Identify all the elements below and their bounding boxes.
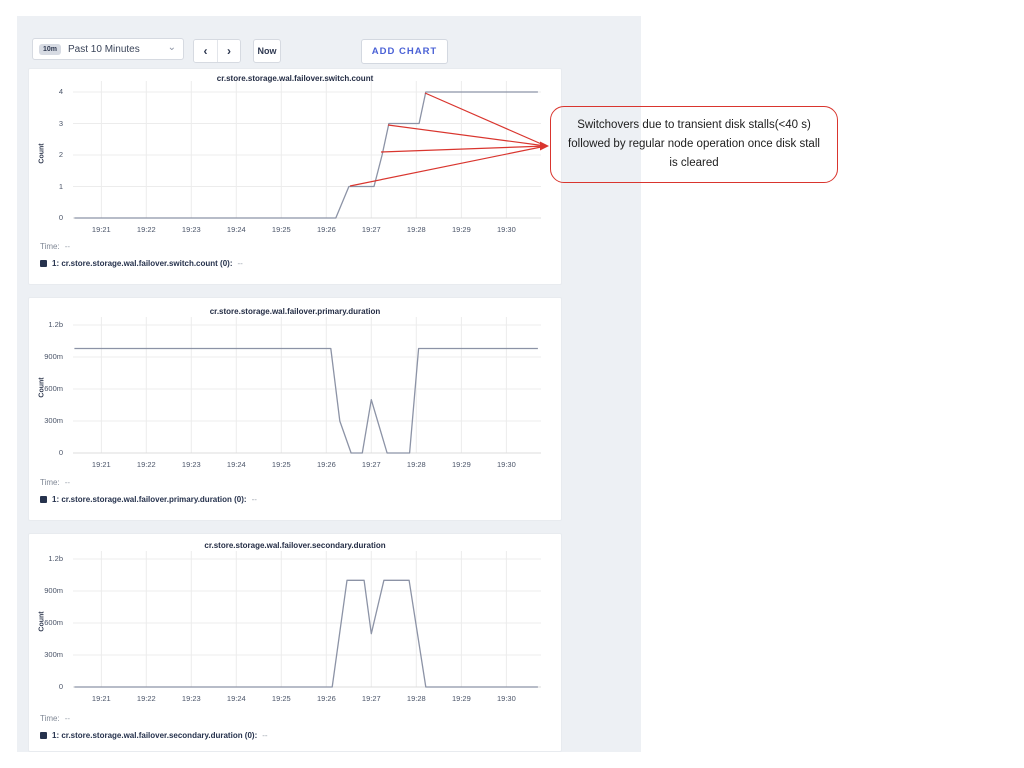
chevron-left-icon: ‹ (203, 44, 208, 58)
x-tick-label: 19:23 (181, 225, 201, 234)
time-value: -- (64, 242, 71, 251)
y-tick-label: 300m (44, 416, 63, 425)
x-tick-label: 19:26 (317, 460, 336, 469)
time-label: Time: (40, 714, 60, 723)
y-tick-label: 0 (58, 448, 63, 457)
x-tick-label: 19:23 (181, 460, 201, 469)
x-tick-label: 19:29 (452, 460, 471, 469)
x-tick-label: 19:21 (91, 694, 111, 703)
y-tick-label: 3 (58, 118, 63, 128)
range-duration-badge: 10m (39, 43, 62, 55)
charts-app-background: 10m Past 10 Minutes ⌄ ‹ › Now ADD CHART … (17, 16, 641, 752)
y-tick-label: 1.2b (48, 320, 63, 329)
y-tick-label: 600m (44, 618, 63, 627)
legend-series-row: 1: cr.store.storage.wal.failover.switch.… (40, 259, 243, 268)
chart-card-switch-count: cr.store.storage.wal.failover.switch.cou… (28, 68, 562, 285)
range-label: Past 10 Minutes (68, 43, 140, 55)
y-tick-label: 0 (58, 213, 63, 222)
series-swatch (40, 496, 47, 503)
now-button[interactable]: Now (253, 39, 281, 63)
x-tick-label: 19:24 (226, 460, 246, 469)
x-tick-label: 19:22 (136, 460, 156, 469)
y-tick-label: 900m (44, 352, 63, 361)
plot-area[interactable] (73, 317, 541, 454)
x-tick-label: 19:23 (181, 694, 201, 703)
x-tick-label: 19:30 (497, 460, 516, 469)
y-tick-label: 2 (58, 150, 63, 159)
series-value: -- (262, 731, 268, 740)
x-tick-label: 19:21 (91, 225, 111, 234)
time-value: -- (64, 714, 71, 723)
x-tick-label: 19:24 (226, 694, 246, 703)
y-tick-label: 4 (58, 87, 63, 96)
x-tick-label: 19:27 (361, 460, 381, 469)
prev-range-button[interactable]: ‹ (194, 40, 217, 62)
x-tick-label: 19:30 (497, 225, 516, 234)
x-tick-label: 19:25 (271, 225, 291, 234)
series-label: 1: cr.store.storage.wal.failover.primary… (52, 495, 247, 504)
y-tick-label: 900m (44, 586, 63, 595)
x-tick-label: 19:30 (497, 694, 516, 703)
chart-card-primary-duration: cr.store.storage.wal.failover.primary.du… (28, 297, 562, 521)
x-tick-label: 19:22 (136, 225, 156, 234)
x-tick-label: 19:29 (452, 225, 471, 234)
chevron-right-icon: › (227, 44, 231, 58)
plot-area[interactable] (73, 551, 541, 688)
time-value: -- (64, 478, 71, 487)
y-tick-label: 0 (58, 682, 63, 691)
series-value: -- (237, 259, 243, 268)
time-label: Time: (40, 242, 60, 251)
y-tick-label: 1.2b (48, 554, 63, 563)
x-tick-label: 19:26 (317, 694, 336, 703)
time-label: Time: (40, 478, 60, 487)
chevron-down-icon: ⌄ (167, 42, 176, 53)
y-tick-label: 600m (44, 384, 63, 393)
legend-time-row: Time: -- (40, 714, 70, 723)
chart-title: cr.store.storage.wal.failover.primary.du… (209, 307, 381, 316)
x-tick-label: 19:28 (406, 694, 426, 703)
x-tick-label: 19:27 (361, 694, 381, 703)
series-swatch (40, 260, 47, 267)
add-chart-button[interactable]: ADD CHART (361, 39, 448, 64)
y-tick-label: 300m (44, 650, 63, 659)
series-label: 1: cr.store.storage.wal.failover.seconda… (52, 731, 258, 740)
x-tick-label: 19:22 (136, 694, 156, 703)
x-tick-label: 19:28 (406, 225, 426, 234)
x-tick-label: 19:21 (91, 460, 111, 469)
chart-card-secondary-duration: cr.store.storage.wal.failover.secondary.… (28, 533, 562, 752)
chart-title: cr.store.storage.wal.failover.switch.cou… (216, 74, 374, 83)
legend-series-row: 1: cr.store.storage.wal.failover.seconda… (40, 731, 268, 740)
x-tick-label: 19:25 (271, 694, 291, 703)
next-range-button[interactable]: › (217, 40, 240, 62)
x-tick-label: 19:25 (271, 460, 291, 469)
series-value: -- (251, 495, 257, 504)
legend-series-row: 1: cr.store.storage.wal.failover.primary… (40, 495, 257, 504)
chart-title: cr.store.storage.wal.failover.secondary.… (204, 541, 386, 550)
series-swatch (40, 732, 47, 739)
y-tick-label: 1 (58, 181, 63, 191)
x-tick-label: 19:27 (361, 225, 381, 234)
x-tick-label: 19:29 (452, 694, 471, 703)
x-tick-label: 19:26 (317, 225, 336, 234)
x-tick-label: 19:28 (406, 460, 426, 469)
legend-time-row: Time: -- (40, 242, 70, 251)
legend-time-row: Time: -- (40, 478, 70, 487)
time-nav-group: ‹ › (193, 39, 241, 63)
annotation-callout: Switchovers due to transient disk stalls… (550, 106, 838, 183)
time-range-select[interactable]: 10m Past 10 Minutes ⌄ (32, 38, 184, 60)
x-tick-label: 19:24 (226, 225, 246, 234)
series-label: 1: cr.store.storage.wal.failover.switch.… (52, 259, 233, 268)
plot-area[interactable] (73, 81, 541, 219)
